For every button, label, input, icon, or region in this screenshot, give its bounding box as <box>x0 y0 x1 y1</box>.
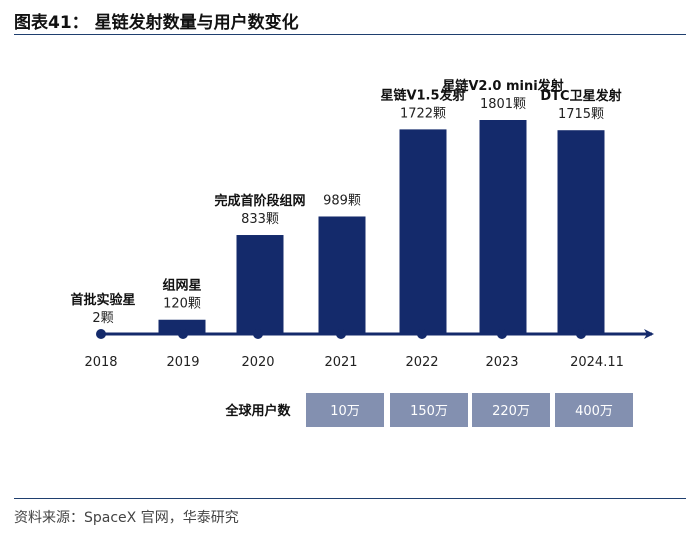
timeline-dot-2019 <box>178 329 188 339</box>
timeline-dots <box>96 329 586 339</box>
timeline-dot-2023 <box>497 329 507 339</box>
bar-2020 <box>236 235 284 334</box>
milestone-label-2019: 组网星 <box>162 278 201 294</box>
bars-layer <box>158 120 605 334</box>
value-label-2022: 1722颗 <box>400 106 446 121</box>
bar-2024-11 <box>557 130 605 334</box>
milestone-label-2024-11: DTC卫星发射 <box>540 88 621 104</box>
users-cell-2024-11 <box>555 393 633 427</box>
users-value-2023: 220万 <box>492 404 530 419</box>
value-label-2020: 833颗 <box>241 212 279 227</box>
bar-2021 <box>318 216 366 334</box>
users-row: 全球用户数 10万 150万 220万 400万 <box>224 393 633 427</box>
timeline-dot-2018 <box>96 329 106 339</box>
milestone-label-2023: 星链V2.0 mini发射 <box>442 78 563 94</box>
x-tick-2023: 2023 <box>485 355 518 370</box>
users-value-2021: 10万 <box>330 404 360 419</box>
users-value-2022: 150万 <box>410 404 448 419</box>
timeline-dot-2021 <box>336 329 346 339</box>
value-label-2021: 989颗 <box>323 193 361 208</box>
value-label-2024-11: 1715颗 <box>558 107 604 122</box>
bar-2022 <box>399 129 447 334</box>
value-label-2019: 120颗 <box>163 297 201 312</box>
timeline-dot-2024-11 <box>576 329 586 339</box>
source-note: 资料来源：SpaceX 官网，华泰研究 <box>14 510 239 526</box>
users-value-2024-11: 400万 <box>575 404 613 419</box>
timeline-dot-2020 <box>253 329 263 339</box>
x-tick-2022: 2022 <box>405 355 438 370</box>
milestone-label-2018: 首批实验星 <box>70 292 135 308</box>
source-divider <box>14 498 686 499</box>
x-tick-2021: 2021 <box>324 355 357 370</box>
bar-labels: 2颗 首批实验星 120颗 组网星 833颗 完成首阶段组网 989颗 1722颗 星链V1.5… <box>70 78 621 326</box>
x-tick-2019: 2019 <box>166 355 199 370</box>
bar-2023 <box>479 120 527 334</box>
value-label-2023: 1801颗 <box>480 97 526 112</box>
timeline-dot-2022 <box>417 329 427 339</box>
milestone-label-2020: 完成首阶段组网 <box>214 193 305 209</box>
figure-title: 图表41： 星链发射数量与用户数变化 <box>14 13 299 33</box>
title-divider <box>14 34 686 35</box>
users-cell-2021 <box>306 393 384 427</box>
milestone-label-2022: 星链V1.5发射 <box>380 87 465 103</box>
x-tick-2020: 2020 <box>241 355 274 370</box>
value-label-2018: 2颗 <box>92 311 113 326</box>
users-row-label: 全球用户数 <box>224 403 291 419</box>
x-tick-2024-11: 2024.11 <box>570 355 624 370</box>
users-cell-2022 <box>390 393 468 427</box>
x-tick-2018: 2018 <box>84 355 117 370</box>
bar-2019 <box>158 319 206 334</box>
year-ticks: 2018 2019 2020 2021 2022 2023 2024.11 <box>84 355 623 370</box>
users-cell-2023 <box>472 393 550 427</box>
